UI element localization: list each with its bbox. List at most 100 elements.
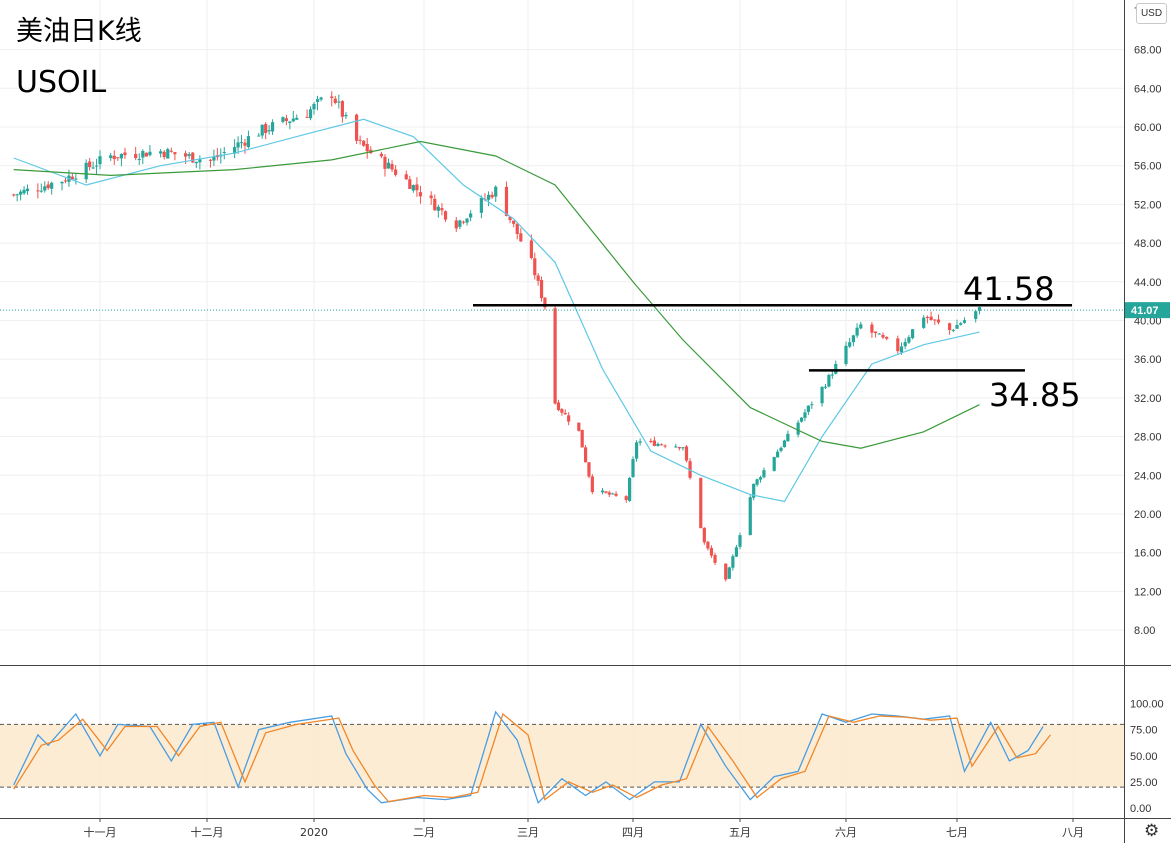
candle-body	[830, 374, 834, 376]
candle-body	[903, 341, 907, 347]
candle-body	[553, 308, 557, 404]
candle-body	[922, 317, 926, 328]
candle-body	[933, 319, 937, 321]
candle-body	[267, 130, 271, 132]
candle-body	[583, 447, 588, 463]
candle-body	[587, 462, 591, 477]
candle-body	[418, 192, 423, 197]
candle-body	[936, 319, 941, 323]
candle-body	[233, 147, 237, 154]
candle-body	[166, 149, 170, 159]
candle-body	[955, 324, 959, 329]
y-tick-label: 32.00	[1134, 393, 1162, 405]
candle-body	[820, 387, 824, 404]
osc-y-tick-label: 75.00	[1130, 725, 1158, 737]
candle-body	[308, 109, 313, 119]
candle-body	[112, 155, 116, 160]
candle-body	[222, 152, 226, 154]
candle-body	[212, 156, 216, 161]
candle-body	[337, 101, 341, 103]
candle-body	[519, 233, 523, 242]
candle-body	[624, 496, 628, 501]
currency-button[interactable]: USD	[1136, 3, 1167, 24]
candle-body	[731, 556, 735, 568]
stoch-k-line	[13, 710, 1044, 805]
candle-body	[264, 124, 268, 134]
candle-body	[12, 194, 16, 196]
candle-body	[724, 563, 728, 580]
candle-body	[281, 117, 285, 122]
candle-body	[810, 404, 814, 406]
x-tick-label: 2020	[300, 826, 328, 839]
last-price-label: 41.07	[1131, 305, 1159, 317]
candle-body	[257, 135, 261, 137]
candle-body	[611, 493, 615, 495]
candle-body	[404, 174, 408, 180]
candle-body	[365, 144, 369, 152]
candle-body	[827, 375, 831, 387]
candle-body	[191, 152, 195, 163]
candle-body	[896, 338, 900, 352]
candle-body	[173, 152, 177, 155]
candle-body	[631, 459, 635, 478]
candle-body	[567, 415, 571, 422]
candle-body	[870, 324, 874, 333]
candle-body	[907, 337, 911, 343]
candle-body	[727, 567, 731, 579]
candle-body	[659, 444, 664, 446]
candle-body	[874, 331, 878, 334]
candle-body	[98, 156, 102, 165]
candle-body	[494, 186, 498, 197]
y-tick-label: 20.00	[1134, 509, 1162, 521]
candle-body	[354, 114, 359, 141]
candle-body	[458, 220, 462, 227]
candle-body	[411, 185, 415, 191]
y-tick-label: 28.00	[1134, 432, 1162, 444]
candle-body	[443, 211, 448, 220]
x-tick-label: 五月	[729, 826, 751, 839]
candle-body	[291, 118, 295, 122]
candle-body	[84, 162, 88, 180]
y-tick-label: 64.00	[1134, 83, 1162, 95]
y-tick-label: 36.00	[1134, 354, 1162, 366]
candle-body	[162, 151, 166, 158]
candle-body	[362, 140, 366, 146]
candle-body	[295, 117, 299, 120]
candle-body	[563, 412, 567, 415]
x-tick-label: 七月	[946, 826, 968, 839]
candle-body	[340, 101, 344, 117]
candle-body	[479, 197, 483, 213]
candle-body	[607, 492, 611, 495]
candle-body	[752, 483, 756, 498]
candle-body	[461, 221, 466, 223]
candle-body	[169, 150, 173, 152]
sma-slow-line	[13, 140, 980, 449]
candle-body	[187, 154, 191, 157]
candle-body	[823, 386, 828, 388]
candle-body	[709, 548, 714, 556]
level-label-lower: 34.85	[989, 376, 1081, 414]
last-price-tag	[1125, 302, 1170, 319]
candle-body	[674, 446, 678, 448]
candle-body	[39, 190, 43, 192]
candle-body	[929, 316, 933, 320]
candle-body	[208, 159, 213, 161]
candle-body	[533, 258, 537, 276]
candle-body	[141, 150, 145, 158]
candle-body	[429, 195, 433, 199]
x-tick-label: 八月	[1062, 826, 1084, 839]
candle-body	[600, 490, 605, 493]
candle-body	[236, 142, 240, 148]
candle-body	[198, 159, 202, 163]
candle-body	[529, 240, 533, 258]
candle-body	[454, 220, 458, 229]
candle-body	[684, 446, 689, 461]
candle-body	[383, 156, 387, 169]
gear-icon[interactable]: ⚙	[1144, 821, 1160, 840]
candle-body	[652, 440, 656, 446]
candle-body	[776, 451, 780, 458]
candle-body	[60, 181, 64, 184]
candle-body	[681, 447, 685, 449]
